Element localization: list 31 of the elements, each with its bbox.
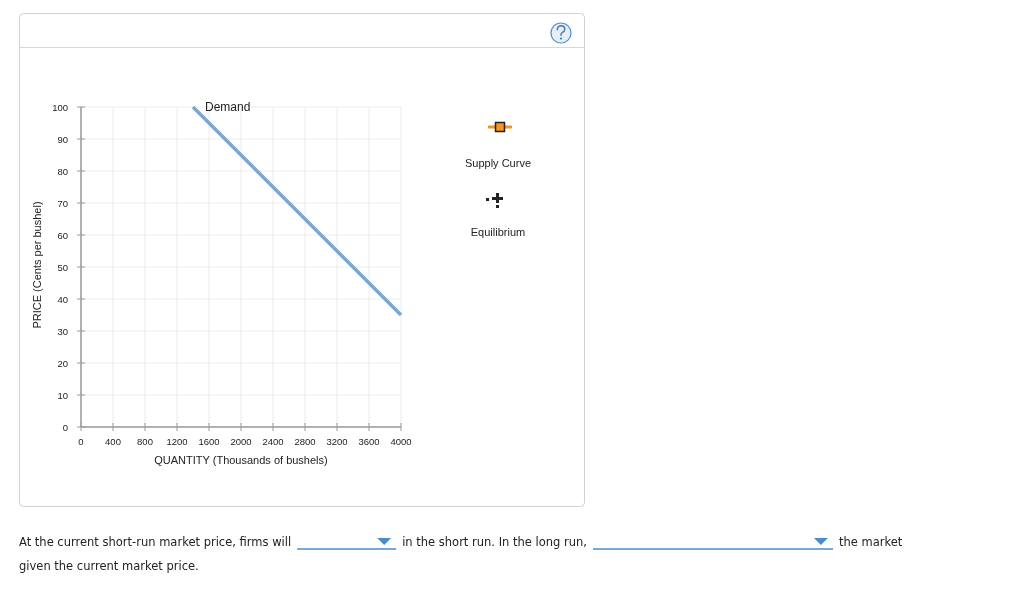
y-tick-label: 80 bbox=[57, 165, 68, 177]
y-tick-label: 100 bbox=[52, 101, 68, 113]
x-tick-label: 400 bbox=[105, 436, 121, 447]
text: Supply Curve bbox=[464, 157, 532, 169]
series-label: Demand bbox=[205, 100, 251, 114]
x-tick-label: 3200 bbox=[326, 436, 348, 447]
y-tick-label: 60 bbox=[57, 229, 68, 241]
y-axis-title: PRICE (Cents per bushel) bbox=[31, 201, 43, 329]
x-tick-label: 3600 bbox=[358, 436, 380, 447]
x-tick-label: 800 bbox=[137, 436, 153, 447]
y-tick-label: 10 bbox=[57, 389, 68, 401]
x-axis-title: QUANTITY (Thousands of bushels) bbox=[154, 454, 328, 466]
y-tick-label: 20 bbox=[57, 357, 68, 369]
x-tick-label: 2800 bbox=[294, 436, 316, 447]
x-tick-label: 2400 bbox=[262, 436, 284, 447]
x-tick-label: 0 bbox=[78, 436, 84, 447]
text: in the short run. In the long run, bbox=[402, 535, 587, 549]
y-tick-label: 70 bbox=[57, 197, 68, 209]
x-tick-label: 1600 bbox=[198, 436, 220, 447]
y-tick-label: 90 bbox=[57, 133, 68, 145]
x-tick-label: 4000 bbox=[390, 436, 412, 447]
y-tick-label: 40 bbox=[57, 293, 68, 305]
text: Equilibrium bbox=[470, 226, 526, 238]
text: the market bbox=[838, 535, 903, 549]
text: given the current market price. bbox=[19, 559, 199, 573]
y-tick-label: 0 bbox=[62, 421, 68, 433]
y-tick-label: 50 bbox=[57, 261, 68, 273]
x-tick-label: 2000 bbox=[230, 436, 252, 447]
text: At the current short-run market price, firms will bbox=[19, 535, 292, 549]
y-tick-label: 30 bbox=[57, 325, 68, 337]
x-tick-label: 1200 bbox=[166, 436, 188, 447]
